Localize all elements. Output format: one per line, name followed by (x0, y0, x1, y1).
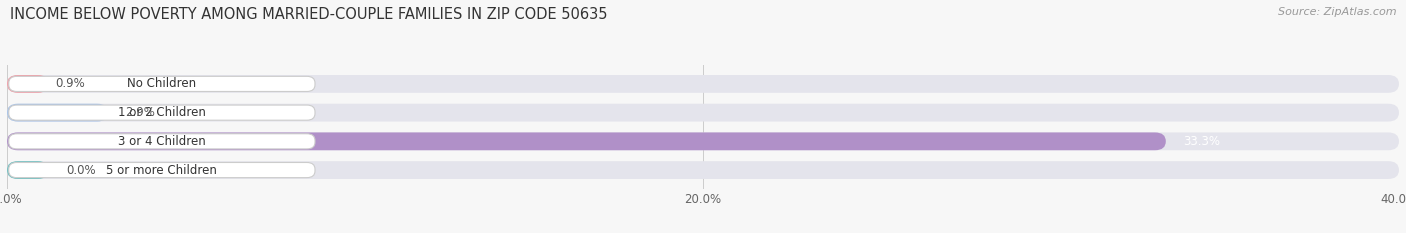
Text: 0.0%: 0.0% (66, 164, 96, 177)
Text: 0.9%: 0.9% (56, 77, 86, 90)
FancyBboxPatch shape (8, 134, 315, 149)
FancyBboxPatch shape (7, 75, 49, 93)
FancyBboxPatch shape (8, 76, 315, 92)
FancyBboxPatch shape (8, 105, 315, 120)
Text: 5 or more Children: 5 or more Children (107, 164, 218, 177)
Text: No Children: No Children (128, 77, 197, 90)
Text: Source: ZipAtlas.com: Source: ZipAtlas.com (1278, 7, 1396, 17)
FancyBboxPatch shape (7, 161, 1399, 179)
FancyBboxPatch shape (7, 104, 1399, 122)
FancyBboxPatch shape (7, 161, 49, 179)
Text: 2.9%: 2.9% (125, 106, 155, 119)
Text: 1 or 2 Children: 1 or 2 Children (118, 106, 205, 119)
FancyBboxPatch shape (7, 104, 108, 122)
FancyBboxPatch shape (7, 75, 1399, 93)
Text: INCOME BELOW POVERTY AMONG MARRIED-COUPLE FAMILIES IN ZIP CODE 50635: INCOME BELOW POVERTY AMONG MARRIED-COUPL… (10, 7, 607, 22)
FancyBboxPatch shape (8, 162, 315, 178)
FancyBboxPatch shape (7, 132, 1399, 150)
FancyBboxPatch shape (7, 132, 1166, 150)
Text: 33.3%: 33.3% (1184, 135, 1220, 148)
Text: 3 or 4 Children: 3 or 4 Children (118, 135, 205, 148)
